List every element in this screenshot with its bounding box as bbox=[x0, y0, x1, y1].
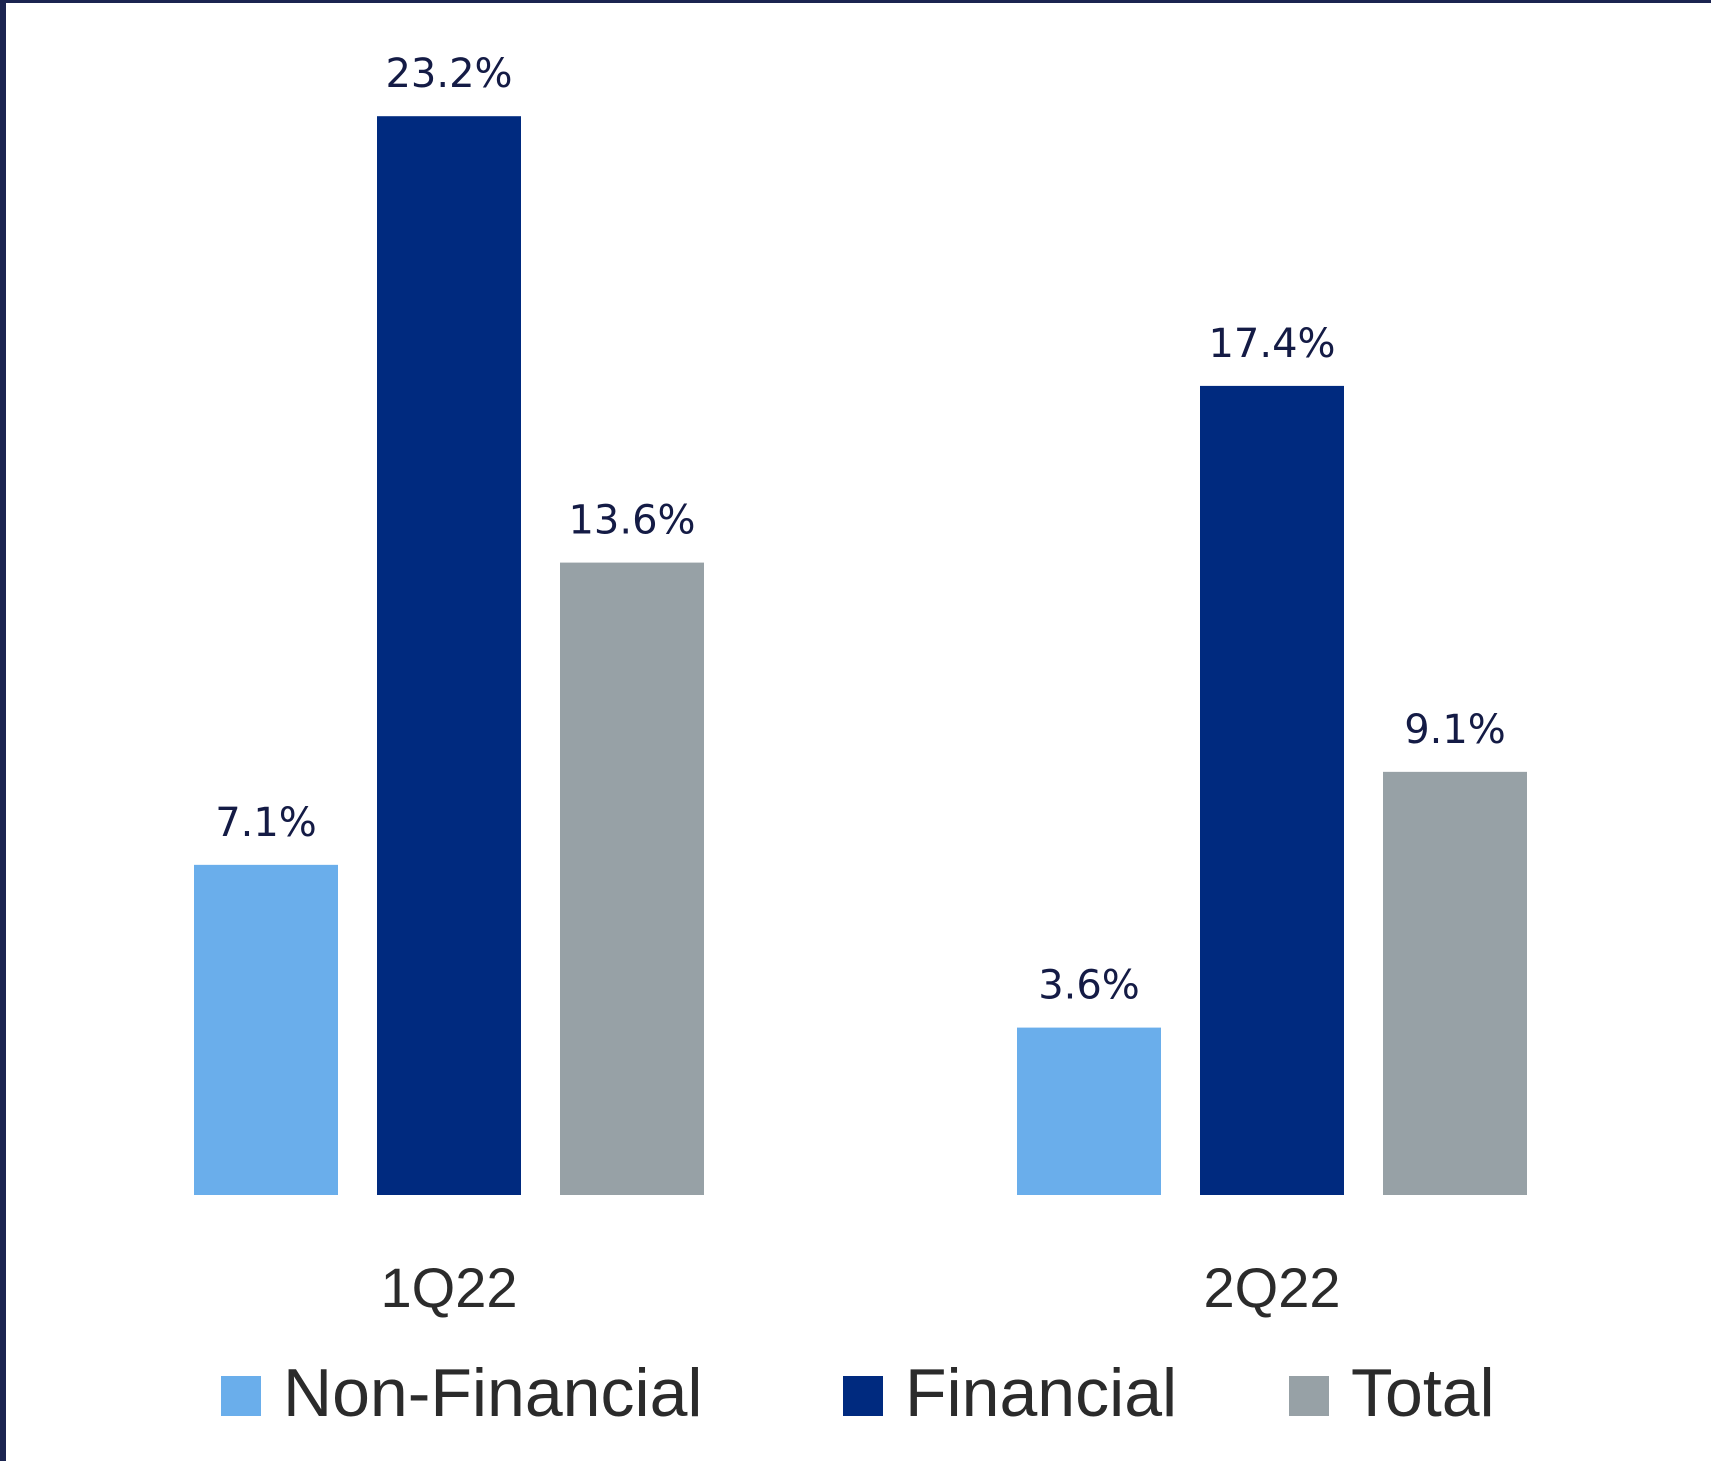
bar bbox=[1200, 385, 1344, 1195]
data-label: 13.6% bbox=[568, 498, 695, 544]
legend-label: Total bbox=[1351, 1355, 1495, 1431]
data-label: 9.1% bbox=[1404, 707, 1506, 753]
legend-label: Financial bbox=[905, 1355, 1177, 1431]
legend-label: Non-Financial bbox=[283, 1355, 703, 1431]
top-border bbox=[0, 0, 1711, 3]
bar bbox=[194, 864, 338, 1195]
data-label: 3.6% bbox=[1038, 963, 1140, 1009]
bar bbox=[1017, 1027, 1161, 1195]
bar bbox=[1383, 771, 1527, 1195]
data-label: 17.4% bbox=[1208, 321, 1335, 367]
left-border bbox=[0, 0, 6, 1461]
x-tick-label: 1Q22 bbox=[381, 1256, 518, 1319]
legend-swatch bbox=[221, 1376, 261, 1416]
data-label: 23.2% bbox=[385, 51, 512, 97]
legend-swatch bbox=[1289, 1376, 1329, 1416]
data-label: 7.1% bbox=[215, 800, 317, 846]
legend-swatch bbox=[843, 1376, 883, 1416]
bar bbox=[377, 116, 521, 1196]
bar bbox=[560, 562, 704, 1195]
x-tick-label: 2Q22 bbox=[1204, 1256, 1341, 1319]
